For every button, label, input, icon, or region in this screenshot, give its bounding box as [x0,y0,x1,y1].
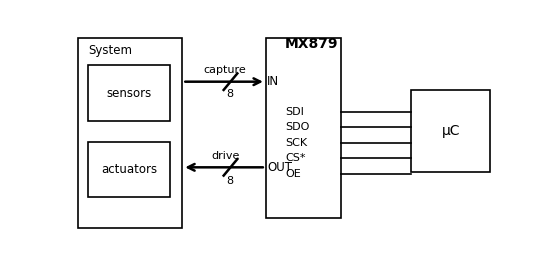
Text: CS*: CS* [285,153,306,163]
Text: drive: drive [211,151,240,161]
Bar [88,142,169,197]
Text: SCK: SCK [285,137,307,148]
Text: OE: OE [285,169,301,178]
Text: 8: 8 [226,89,233,99]
Text: MX879: MX879 [285,37,338,51]
Text: OUT: OUT [267,161,292,174]
Bar [411,90,490,173]
Bar [88,65,169,121]
Text: SDI: SDI [285,107,304,117]
Text: capture: capture [204,65,247,76]
Text: System: System [88,43,132,57]
Text: μC: μC [442,124,460,138]
Bar [77,38,182,228]
Text: actuators: actuators [101,163,157,176]
Text: sensors: sensors [107,87,151,99]
Text: 8: 8 [226,176,233,185]
Text: IN: IN [267,75,279,88]
Text: SDO: SDO [285,122,310,132]
Bar [266,38,341,218]
